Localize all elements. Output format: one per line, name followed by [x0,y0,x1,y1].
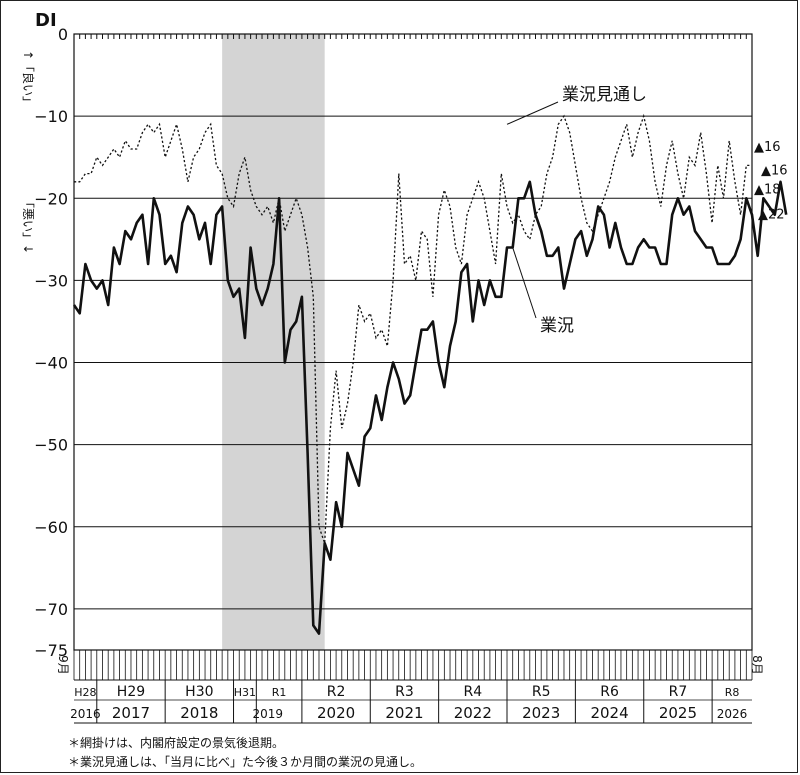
era-label: R2 [327,684,346,700]
y-tick-label: −10 [34,107,68,126]
y-tick-label: −60 [34,518,68,537]
y-tick-label: −75 [34,641,68,660]
year-label: 2026 [717,707,748,721]
era-label: H31 [234,686,256,699]
era-label: R5 [532,684,551,700]
year-label: 2019 [252,707,283,721]
era-label: R1 [272,686,287,699]
label-business: 業況 [540,316,574,336]
era-label: R3 [395,684,414,700]
era-label: R6 [600,684,619,700]
year-label: 2023 [522,704,560,722]
di-line-chart: 0 −10 −20 −30 −40 −50 −60 −70 −75 H28 2016 H29 2017 H… [21,10,788,724]
end-label-outlook: ▲16 [761,164,788,179]
y-tick-label: −30 [34,271,68,290]
year-label: 2020 [317,704,355,722]
recession-shading [222,34,325,650]
y-side-label-good: ↑「良い」 [21,50,36,108]
x-start-label: 9月 [56,655,70,675]
end-label-outlook-prev: ▲16 [754,140,781,155]
leader-line-outlook [506,101,559,125]
era-label: H29 [117,684,145,700]
series-line-business [72,180,788,635]
year-label: 2025 [659,704,697,722]
y-tick-label: −50 [34,436,68,455]
era-label: R7 [669,684,688,700]
leader-line-business [512,247,537,319]
y-tick-label: −70 [34,600,68,619]
year-label: 2016 [70,707,101,721]
x-end-label: 8月 [750,655,764,675]
era-label: H30 [185,684,213,700]
year-label: 2018 [180,704,218,722]
end-label-business: ▲22 [758,208,785,223]
year-label: 2017 [112,704,150,722]
era-label: R4 [464,684,483,700]
y-tick-label: −20 [34,189,68,208]
note-outlook: ＊業況見通しは、「当月に比べ」た今後３か月間の業況の見通し。 [68,755,423,769]
y-side-label-bad: 「悪い」↓ [21,196,35,254]
note-shading: ＊網掛けは、内閣府設定の景気後退期。 [68,736,285,750]
y-tick-label: 0 [58,25,68,44]
series-line-outlook [74,113,752,544]
y-tick-label: −40 [34,354,68,373]
year-label: 2024 [590,704,628,722]
end-label-business-prev: ▲18 [754,182,781,197]
era-label: H28 [74,686,96,699]
label-outlook: 業況見通し [562,85,647,105]
year-label: 2022 [454,704,492,722]
year-label: 2021 [385,704,423,722]
era-label: R8 [725,686,740,699]
plot-border [73,33,753,651]
y-axis-title: DI [35,10,57,31]
